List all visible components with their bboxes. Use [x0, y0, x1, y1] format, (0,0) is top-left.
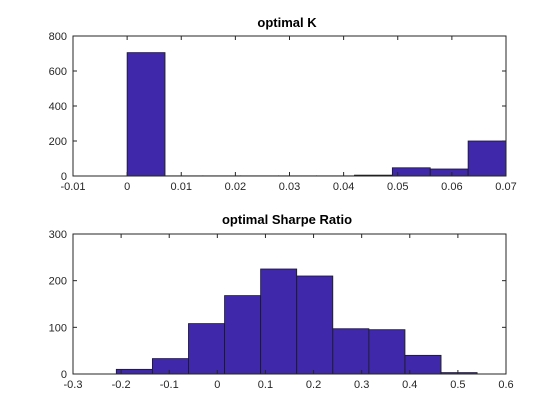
k-histogram-y-tick-label: 800: [49, 31, 67, 43]
sharpe-histogram-x-tick-label: 0.3: [354, 379, 369, 391]
sharpe-histogram-x-tick-label: 0.2: [306, 379, 321, 391]
sharpe-histogram-bar: [404, 354, 442, 375]
sharpe-histogram-x-tick-label: -0.3: [64, 379, 83, 391]
sharpe-histogram-bar: [332, 328, 370, 375]
k-histogram-x-tick-label: -0.01: [60, 181, 85, 193]
sharpe-histogram-x-tick-label: 0.1: [258, 379, 273, 391]
k-histogram-bars: [126, 52, 507, 177]
k-histogram-bar: [467, 140, 507, 177]
k-histogram-bar: [429, 168, 469, 177]
k-histogram-y-tick-label: 0: [61, 171, 67, 183]
k-histogram-x-tick-label: 0.07: [495, 181, 516, 193]
k-histogram-bar: [126, 52, 166, 177]
sharpe-histogram-y-tick-label: 0: [61, 369, 67, 381]
k-histogram-y-tick-label: 600: [49, 66, 67, 78]
k-histogram-x-tick-label: 0.02: [225, 181, 246, 193]
sharpe-histogram-plot-frame: [72, 233, 507, 375]
k-histogram-x-tick-label: 0: [124, 181, 130, 193]
k-histogram-x-tick-label: 0.01: [171, 181, 192, 193]
sharpe-histogram-panel: optimal Sharpe Ratio -0.3 -0.2 -0.1 0 0.1 0.2…: [49, 212, 514, 391]
sharpe-histogram-x-tick-label: 0.5: [450, 379, 465, 391]
sharpe-histogram-title: optimal Sharpe Ratio: [222, 212, 352, 227]
k-histogram-panel: optimal K -0.01 0 0.01 0.02 0.03 0.04 0.05 0.06…: [49, 15, 517, 193]
k-histogram-y-tick-label: 200: [49, 136, 67, 148]
sharpe-histogram-bar: [188, 323, 225, 375]
sharpe-histogram-x-tick-label: -0.1: [160, 379, 179, 391]
sharpe-histogram-bar: [224, 295, 262, 375]
k-histogram-y-tick-label: 400: [49, 101, 67, 113]
sharpe-histogram-x-axis: -0.3 -0.2 -0.1 0 0.1 0.2 0.3 0.4 0.5 0.6: [64, 234, 514, 391]
k-histogram-x-tick-label: 0.03: [279, 181, 300, 193]
sharpe-histogram-x-tick-label: 0: [214, 379, 220, 391]
k-histogram-title: optimal K: [257, 15, 317, 30]
sharpe-histogram-y-tick-label: 200: [49, 276, 67, 288]
sharpe-histogram-bar: [260, 268, 298, 375]
sharpe-histogram-bar: [151, 358, 189, 375]
sharpe-histogram-y-tick-label: 100: [49, 322, 67, 334]
k-histogram-x-tick-label: 0.05: [387, 181, 408, 193]
k-histogram-y-axis: 0 200 400 600 800: [49, 31, 506, 183]
sharpe-histogram-x-tick-label: -0.2: [112, 379, 131, 391]
sharpe-histogram-x-tick-label: 0.4: [402, 379, 417, 391]
sharpe-histogram-bars: [115, 268, 478, 375]
k-histogram-plot-frame: [72, 35, 507, 177]
k-histogram-x-tick-label: 0.06: [441, 181, 462, 193]
sharpe-histogram-y-tick-label: 300: [49, 229, 67, 241]
sharpe-histogram-bar: [296, 275, 334, 375]
k-histogram-x-tick-label: 0.04: [333, 181, 354, 193]
sharpe-histogram-x-tick-label: 0.6: [498, 379, 513, 391]
sharpe-histogram-bar: [368, 329, 406, 375]
sharpe-histogram-bar: [115, 368, 153, 375]
